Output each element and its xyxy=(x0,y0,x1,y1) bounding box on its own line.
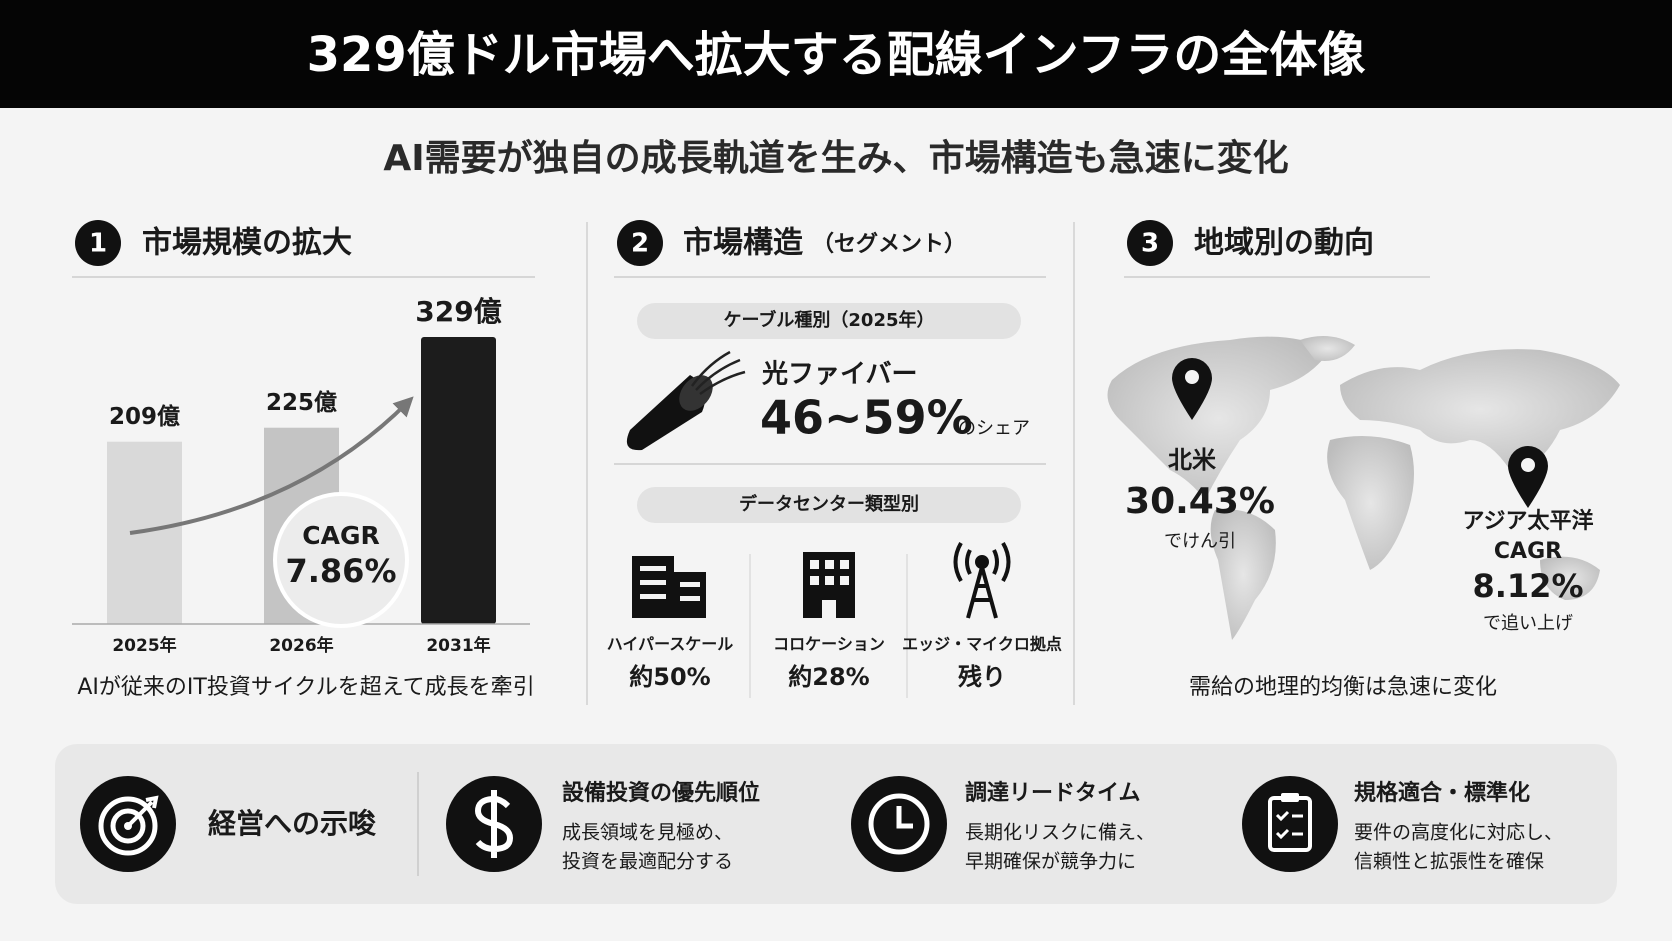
number: 1 xyxy=(89,229,107,259)
number: 2 xyxy=(631,229,649,259)
x-tick-label: 2026年 xyxy=(269,635,333,656)
heading: 市場構造 xyxy=(683,226,803,261)
type-share: 約50% xyxy=(629,663,710,691)
type-label: コロケーション xyxy=(773,635,885,654)
fiber-share: 46~59% xyxy=(760,391,973,445)
subtitle: AI需要が独自の成長軌道を生み、市場構造も急速に変化 xyxy=(383,137,1288,179)
section-2-heading: 2 市場構造 （セグメント） xyxy=(614,220,1046,278)
value-label: 209億 xyxy=(109,403,180,430)
x-tick-label: 2025年 xyxy=(112,635,176,656)
growth-arrow xyxy=(129,396,414,535)
cagr-label: CAGR xyxy=(302,521,379,550)
pill-label: データセンター類型別 xyxy=(739,493,919,515)
x-tick-label: 2031年 xyxy=(426,635,490,656)
region-note: で追い上げ xyxy=(1483,613,1573,634)
section-1-heading: 1 市場規模の拡大 xyxy=(72,220,535,278)
heading: 市場規模の拡大 xyxy=(142,226,352,261)
type-share: 約28% xyxy=(788,663,869,691)
type-label: ハイパースケール xyxy=(607,635,734,654)
pill xyxy=(637,303,1021,339)
pill xyxy=(637,487,1021,523)
fiber-name: 光ファイバー xyxy=(761,360,917,390)
number: 3 xyxy=(1141,229,1159,259)
number-badge xyxy=(1127,220,1173,266)
item-line: 要件の高度化に対応し、 xyxy=(1354,822,1563,844)
world-map xyxy=(1107,336,1620,640)
number-badge xyxy=(75,220,121,266)
region-value: 8.12% xyxy=(1472,567,1583,605)
item-title: 調達リードタイム xyxy=(965,780,1141,806)
cable-icon xyxy=(626,350,746,451)
colocation-icon xyxy=(803,552,855,618)
implications-title: 経営への示唆 xyxy=(208,807,377,840)
header-bar xyxy=(0,0,1672,108)
clipboard-icon xyxy=(1242,776,1338,872)
item-line: 信頼性と拡張性を確保 xyxy=(1354,851,1544,873)
item-line: 早期確保が競争力に xyxy=(965,851,1136,873)
cagr-badge xyxy=(273,492,409,628)
item-line: 長期化リスクに備え、 xyxy=(965,822,1155,844)
region-name: アジア太平洋 xyxy=(1462,508,1593,534)
region-name: 北米 xyxy=(1168,446,1216,474)
caption: 需給の地理的均衡は急速に変化 xyxy=(1189,675,1497,700)
pin xyxy=(1508,446,1548,508)
bar xyxy=(421,337,496,624)
caption: AIが従来のIT投資サイクルを超えて成長を牽引 xyxy=(77,675,534,700)
heading: 地域別の動向 xyxy=(1194,226,1374,261)
value-label: 329億 xyxy=(415,295,501,328)
region-metric: CAGR xyxy=(1494,539,1562,564)
heading-note: （セグメント） xyxy=(812,231,966,257)
item-title: 規格適合・標準化 xyxy=(1354,780,1530,806)
item-title: 設備投資の優先順位 xyxy=(562,780,760,806)
pin xyxy=(1172,358,1212,420)
type-share: 残り xyxy=(958,663,1006,691)
region-note: でけん引 xyxy=(1164,531,1236,552)
value-label: 225億 xyxy=(266,389,337,416)
item-line: 投資を最適配分する xyxy=(562,851,733,873)
number-badge xyxy=(617,220,663,266)
pill-label: ケーブル種別（2025年） xyxy=(723,309,934,331)
cagr-value: 7.86% xyxy=(285,552,396,590)
hyperscale-icon xyxy=(632,556,706,618)
bar-chart: 209億 2025年 225億 2026年 329億 2031年 xyxy=(72,295,530,656)
item-line: 成長領域を見極め、 xyxy=(562,822,733,844)
title: 329億ドル市場へ拡大する配線インフラの全体像 xyxy=(307,27,1366,83)
type-label: エッジ・マイクロ拠点 xyxy=(902,635,1062,654)
region-value: 30.43% xyxy=(1125,481,1275,522)
dollar-icon xyxy=(446,776,542,872)
target-icon xyxy=(80,776,176,872)
clock-icon xyxy=(851,776,947,872)
edge-icon xyxy=(953,541,1011,619)
implications-panel xyxy=(55,744,1617,904)
fiber-suffix: のシェア xyxy=(958,418,1030,439)
section-3-heading: 3 地域別の動向 xyxy=(1124,220,1430,278)
